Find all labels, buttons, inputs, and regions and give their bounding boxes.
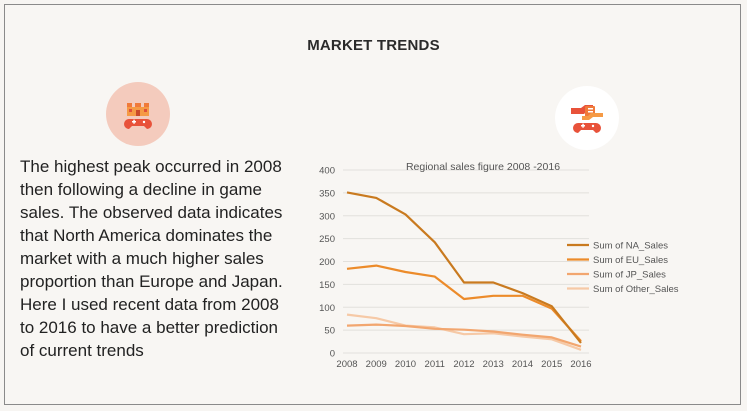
y-tick-label: 300 (319, 211, 335, 222)
series-line-sum-of-eu-sales (346, 264, 582, 342)
legend-label: Sum of EU_Sales (593, 255, 668, 266)
legend-label: Sum of JP_Sales (593, 270, 666, 281)
series-line-sum-of-na-sales (346, 191, 582, 344)
series-line-sum-of-other-sales (346, 313, 582, 351)
y-tick-label: 400 (319, 166, 335, 177)
x-tick-label: 2011 (425, 359, 445, 370)
legend-label: Sum of NA_Sales (593, 241, 668, 252)
x-tick-label: 2014 (512, 359, 533, 370)
gamepad-trade-icon (555, 86, 619, 150)
page-title: MARKET TRENDS (307, 37, 440, 54)
chart-title: Regional sales figure 2008 -2016 (406, 161, 560, 173)
y-tick-label: 250 (319, 234, 335, 245)
game-castle-icon (106, 82, 170, 146)
y-tick-label: 50 (324, 326, 335, 337)
x-tick-label: 2012 (453, 359, 474, 370)
description-text: The highest peak occurred in 2008 then f… (20, 157, 283, 360)
x-tick-label: 2009 (366, 359, 387, 370)
x-tick-label: 2015 (541, 359, 562, 370)
x-tick-label: 2010 (395, 359, 416, 370)
y-tick-label: 100 (319, 303, 335, 314)
legend-label: Sum of Other_Sales (593, 284, 679, 295)
line-chart: 0 50 100 150 200 250 300 350 400 2008 2009 2010 2011… (319, 161, 679, 370)
y-tick-label: 150 (319, 280, 335, 291)
x-tick-label: 2013 (483, 359, 504, 370)
y-tick-label: 350 (319, 188, 335, 199)
y-tick-label: 0 (330, 349, 335, 360)
chart-container: 0 50 100 150 200 250 300 350 400 2008 2009 2010 2011… (305, 155, 725, 370)
x-tick-label: 2008 (336, 359, 357, 370)
slide-frame (4, 4, 741, 405)
series-line-sum-of-jp-sales (346, 323, 582, 348)
x-tick-label: 2016 (570, 359, 591, 370)
y-tick-label: 200 (319, 257, 335, 268)
